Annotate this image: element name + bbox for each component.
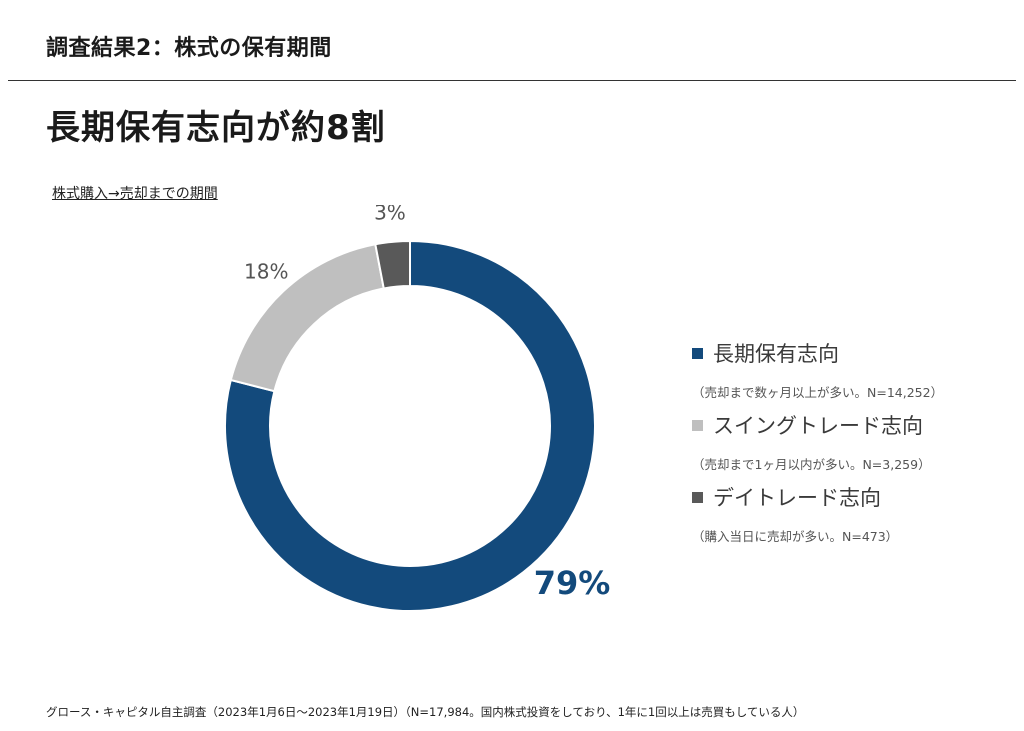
legend-label-long-term: 長期保有志向 [713,342,839,366]
header-divider [8,80,1016,81]
data-label-day-trade: 3% [374,205,406,224]
legend-note-long-term: （売却まで数ヶ月以上が多い。N=14,252） [692,385,944,400]
data-label-long-term: 79% [534,564,611,602]
legend-swatch-day-trade [692,491,703,503]
donut-chart: 79% 18% 3% [224,205,611,612]
legend-item-day-trade: デイトレード志向 （購入当日に売却が多い。N=473） [692,482,898,545]
legend-item-swing: スイングトレード志向 （売却まで1ヶ月以内が多い。N=3,259） [692,410,931,473]
chart-subtitle: 株式購入→売却までの期間 [52,186,218,202]
legend-label-swing: スイングトレード志向 [713,414,923,438]
legend-note-swing: （売却まで1ヶ月以内が多い。N=3,259） [692,457,931,472]
headline: 長期保有志向が約8割 [46,108,386,148]
donut-slice-day-trade [374,239,411,290]
legend-label-day-trade: デイトレード志向 [713,486,881,510]
donut-slice-long-term [224,239,596,612]
legend-swatch-long-term [692,347,703,359]
footnote: グロース・キャピタル自主調査（2023年1月6日〜2023年1月19日）（N=1… [46,705,805,719]
section-title: 調査結果2：株式の保有期間 [46,36,332,61]
legend-swatch-swing [692,419,703,431]
data-label-swing: 18% [244,259,288,283]
legend-note-day-trade: （購入当日に売却が多い。N=473） [692,529,899,544]
legend-item-long-term: 長期保有志向 （売却まで数ヶ月以上が多い。N=14,252） [692,338,943,401]
